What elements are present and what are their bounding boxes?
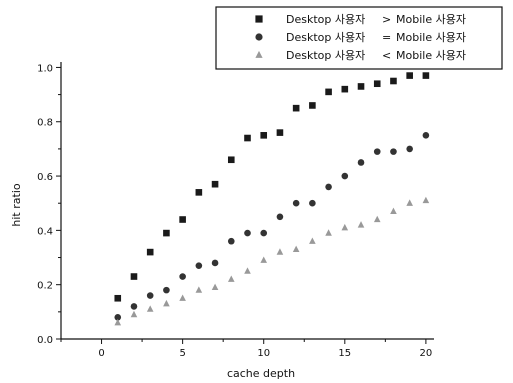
x-tick-label: 5 bbox=[179, 348, 185, 359]
data-point bbox=[114, 318, 122, 326]
legend-marker-circle bbox=[255, 33, 263, 41]
x-tick-label: 10 bbox=[257, 348, 270, 359]
y-tick-label: 0.4 bbox=[37, 226, 53, 237]
data-point bbox=[390, 148, 397, 155]
data-point bbox=[195, 286, 203, 293]
data-point bbox=[179, 216, 186, 223]
data-point bbox=[163, 229, 170, 237]
data-point bbox=[211, 180, 219, 188]
data-point bbox=[325, 88, 332, 96]
data-point bbox=[146, 248, 154, 256]
data-point bbox=[357, 221, 365, 228]
data-point bbox=[146, 292, 154, 299]
data-point bbox=[309, 199, 316, 207]
data-point bbox=[309, 237, 316, 244]
legend-relation: > bbox=[382, 13, 391, 26]
data-point bbox=[341, 85, 349, 93]
data-point bbox=[114, 313, 122, 321]
legend-relation: < bbox=[382, 49, 391, 62]
legend-item: Desktop 사용자 < Mobile 사용자 bbox=[255, 49, 466, 62]
data-point bbox=[325, 183, 332, 191]
data-point bbox=[260, 229, 268, 237]
data-point bbox=[227, 156, 235, 164]
data-point bbox=[341, 172, 349, 180]
data-point bbox=[227, 275, 235, 282]
x-tick-label: 20 bbox=[420, 348, 433, 359]
data-point bbox=[179, 273, 186, 280]
data-point bbox=[373, 215, 381, 223]
data-point bbox=[341, 223, 349, 231]
legend-mobile-label: Mobile 사용자 bbox=[396, 49, 466, 62]
y-axis-title: hit ratio bbox=[10, 183, 23, 226]
legend: Desktop 사용자 > Mobile 사용자 Desktop 사용자 = Mobile… bbox=[215, 6, 503, 70]
data-point bbox=[325, 229, 332, 236]
legend-mobile-label: Mobile 사용자 bbox=[396, 31, 466, 44]
data-point bbox=[422, 132, 430, 139]
legend-marker-square bbox=[255, 15, 263, 23]
data-point bbox=[163, 299, 170, 307]
x-tick-label: 15 bbox=[338, 348, 351, 359]
y-tick-label: 0.0 bbox=[37, 335, 53, 346]
data-point bbox=[373, 80, 381, 88]
series-square bbox=[114, 72, 430, 302]
data-point bbox=[244, 267, 251, 274]
data-point bbox=[163, 286, 170, 294]
data-point bbox=[244, 134, 251, 142]
legend-relation: = bbox=[382, 31, 391, 44]
data-point bbox=[276, 248, 284, 255]
data-point bbox=[260, 132, 268, 139]
data-point bbox=[244, 229, 251, 237]
legend-marker-triangle bbox=[255, 50, 263, 58]
y-tick-label: 0.6 bbox=[37, 172, 53, 183]
legend-desktop-label: Desktop 사용자 bbox=[286, 31, 365, 44]
legend-box bbox=[215, 6, 503, 70]
y-tick-label: 0.2 bbox=[37, 281, 53, 292]
legend-desktop-label: Desktop 사용자 bbox=[286, 13, 365, 26]
data-point bbox=[292, 104, 300, 112]
data-point bbox=[406, 199, 413, 206]
x-axis-title: cache depth bbox=[227, 367, 295, 380]
data-point bbox=[195, 189, 203, 196]
data-point bbox=[260, 256, 268, 263]
data-point bbox=[130, 303, 138, 310]
data-point bbox=[357, 159, 365, 166]
data-point bbox=[406, 145, 413, 153]
data-point bbox=[422, 72, 430, 79]
data-point bbox=[390, 207, 397, 215]
data-point bbox=[309, 102, 316, 109]
data-point bbox=[292, 245, 300, 253]
data-point bbox=[357, 83, 365, 90]
data-point bbox=[390, 77, 397, 85]
data-point bbox=[179, 294, 186, 301]
data-point bbox=[130, 310, 138, 318]
data-point bbox=[195, 262, 203, 269]
data-point bbox=[130, 273, 138, 280]
legend-mobile-label: Mobile 사용자 bbox=[396, 13, 466, 26]
data-point bbox=[146, 305, 154, 312]
data-point bbox=[227, 237, 235, 245]
data-point bbox=[276, 213, 284, 221]
data-point bbox=[276, 129, 284, 136]
data-point bbox=[292, 199, 300, 207]
data-point bbox=[406, 72, 413, 79]
series-triangle bbox=[114, 196, 430, 326]
data-points bbox=[114, 72, 430, 326]
axes: 0 5 10 15 20 0.0 0.2 0.4 0.6 0.8 1.0 bbox=[37, 62, 434, 359]
series-circle bbox=[114, 132, 430, 321]
data-point bbox=[114, 294, 122, 302]
legend-item: Desktop 사용자 = Mobile 사용자 bbox=[255, 31, 466, 44]
y-tick-label: 0.8 bbox=[37, 118, 53, 129]
data-point bbox=[211, 259, 219, 267]
x-tick-label: 0 bbox=[98, 348, 104, 359]
data-point bbox=[422, 196, 430, 204]
legend-item: Desktop 사용자 > Mobile 사용자 bbox=[255, 13, 466, 26]
legend-desktop-label: Desktop 사용자 bbox=[286, 49, 365, 62]
data-point bbox=[211, 283, 219, 291]
data-point bbox=[373, 148, 381, 155]
y-tick-label: 1.0 bbox=[37, 63, 53, 74]
